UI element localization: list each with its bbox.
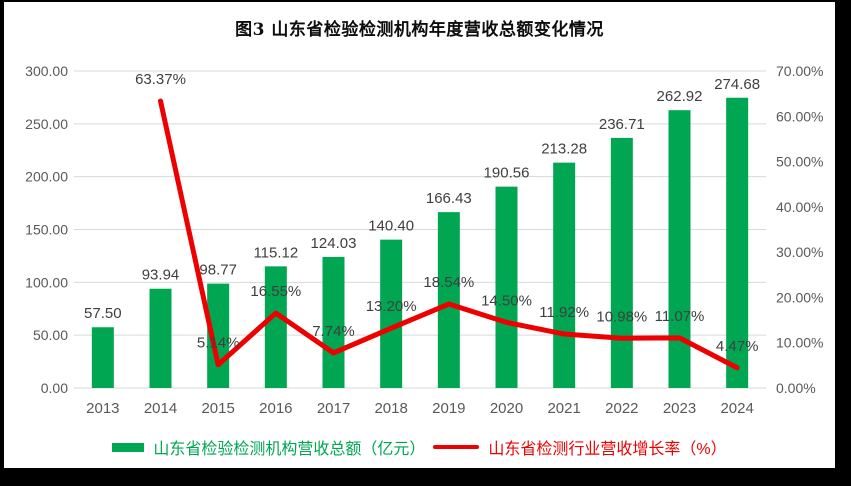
left-axis-tick-label: 0.00 (41, 380, 68, 396)
left-axis-tick-label: 300.00 (25, 63, 68, 79)
bar-value-label: 274.68 (714, 76, 760, 93)
right-axis-tick-label: 30.00% (776, 244, 823, 260)
revenue-bar (264, 266, 287, 388)
left-axis-tick-label: 50.00 (33, 327, 68, 343)
bar-value-label: 98.77 (199, 262, 237, 279)
x-axis-year-label: 2021 (547, 400, 580, 417)
revenue-bar (380, 239, 403, 388)
x-axis-year-label: 2019 (432, 400, 465, 417)
left-axis-tick-label: 200.00 (25, 169, 68, 185)
right-axis-tick-label: 10.00% (776, 335, 823, 351)
right-axis-tick-label: 70.00% (776, 63, 823, 79)
legend-label-revenue: 山东省检验检测机构营收总额（亿元） (153, 441, 426, 458)
chart-canvas: 图3 山东省检验检测机构年度营收总额变化情况 0.00 50.00 100.00 15… (4, 2, 835, 468)
revenue-bar (668, 110, 691, 388)
left-axis-tick-label: 250.00 (25, 116, 68, 132)
x-axis-year-label: 2024 (720, 400, 753, 417)
legend-label-growth: 山东省检测行业营收增长率（%） (488, 441, 727, 458)
bar-value-label: 213.28 (541, 141, 587, 158)
bar-value-label: 124.03 (311, 235, 357, 252)
bar-value-label: 93.94 (142, 267, 180, 284)
growth-rate-label: 5.14% (197, 335, 240, 352)
revenue-bar (610, 137, 633, 388)
chart-legend: 山东省检验检测机构营收总额（亿元） 山东省检测行业营收增长率（%） (4, 436, 835, 458)
left-axis-tick-label: 150.00 (25, 222, 68, 238)
bar-value-label: 262.92 (657, 88, 703, 105)
x-axis-year-label: 2018 (374, 400, 407, 417)
x-axis-year-label: 2017 (317, 400, 350, 417)
x-axis-year-label: 2016 (259, 400, 292, 417)
revenue-bar (149, 288, 172, 388)
growth-rate-label: 18.54% (423, 274, 474, 291)
left-axis-tick-label: 100.00 (25, 274, 68, 290)
revenue-bar (495, 186, 518, 388)
growth-rate-label: 13.20% (366, 298, 417, 315)
growth-rate-label: 11.92% (539, 304, 589, 321)
growth-rate-label: 7.74% (312, 323, 355, 340)
x-axis-year-label: 2023 (663, 400, 696, 417)
x-axis-year-label: 2013 (86, 400, 119, 417)
revenue-bar (91, 327, 114, 388)
growth-rate-label: 63.37% (135, 71, 186, 88)
bar-series-swatch (112, 442, 145, 452)
line-series-swatch (433, 445, 480, 449)
bar-value-label: 236.71 (599, 116, 645, 133)
revenue-bar (726, 97, 749, 389)
right-axis-tick-label: 60.00% (776, 108, 823, 124)
right-axis-tick-label: 0.00% (776, 380, 816, 396)
right-axis-tick-label: 20.00% (776, 289, 823, 305)
bar-value-label: 166.43 (426, 190, 472, 207)
right-axis-tick-label: 50.00% (776, 154, 823, 170)
x-axis-year-label: 2022 (605, 400, 638, 417)
x-axis-year-label: 2014 (144, 400, 177, 417)
growth-rate-label: 10.98% (596, 308, 647, 325)
right-axis-tick-label: 40.00% (776, 199, 823, 215)
bar-value-label: 115.12 (253, 244, 298, 261)
bar-value-label: 57.50 (84, 305, 122, 322)
growth-rate-line (158, 98, 740, 371)
bar-value-label: 190.56 (484, 165, 530, 182)
combo-chart: 0.00 50.00 100.00 150.00 200.00 250.00 300.00 0… (25, 63, 823, 417)
legend-item-revenue: 山东省检验检测机构营收总额（亿元） (112, 435, 425, 459)
revenue-bar (322, 256, 345, 388)
x-axis-year-label: 2020 (490, 400, 523, 417)
revenue-bar (553, 162, 576, 388)
legend-item-growth: 山东省检测行业营收增长率（%） (433, 435, 727, 459)
chart-title: 图3 山东省检验检测机构年度营收总额变化情况 (235, 20, 604, 40)
growth-rate-label: 16.55% (250, 283, 301, 300)
growth-rate-label: 4.47% (716, 338, 759, 355)
revenue-bar (437, 212, 460, 388)
bar-value-label: 140.40 (368, 218, 414, 235)
x-axis-year-label: 2015 (201, 400, 234, 417)
growth-rate-label: 14.50% (481, 292, 532, 309)
growth-rate-label: 11.07% (655, 308, 705, 325)
